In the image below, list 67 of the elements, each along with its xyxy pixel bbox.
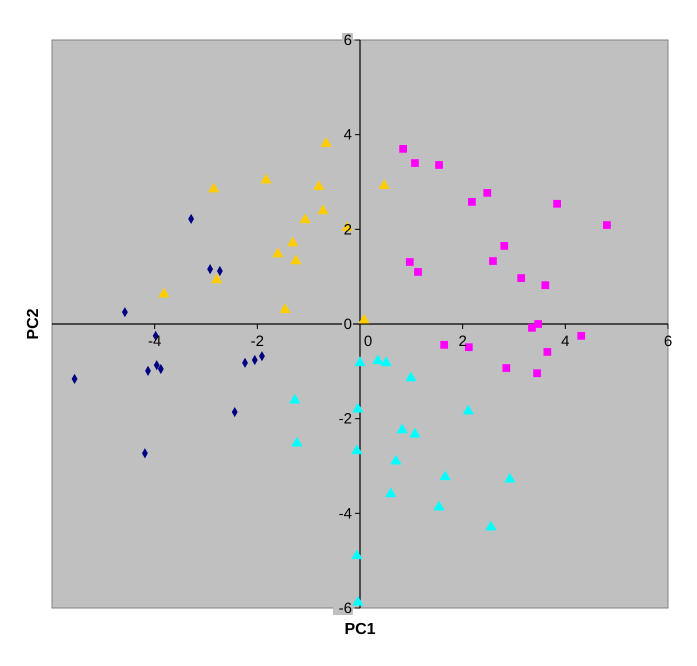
point xyxy=(528,324,536,332)
point xyxy=(279,303,291,314)
point xyxy=(485,520,497,530)
point xyxy=(541,281,550,290)
point xyxy=(290,254,302,264)
point xyxy=(287,236,298,246)
point xyxy=(440,470,451,480)
point xyxy=(396,424,408,434)
y-axis-title: PC2 xyxy=(25,308,42,340)
point xyxy=(320,137,332,147)
y-tick-label: -2 xyxy=(338,410,352,428)
point xyxy=(603,221,611,229)
point xyxy=(553,200,561,208)
point xyxy=(504,472,516,483)
point xyxy=(260,174,272,184)
point xyxy=(483,189,492,197)
y-tick-label: -6 xyxy=(338,600,352,617)
point xyxy=(158,288,170,298)
point xyxy=(411,159,419,167)
x-axis-title: PC1 xyxy=(344,621,376,638)
point xyxy=(462,404,474,414)
point xyxy=(502,364,510,372)
point xyxy=(517,274,526,282)
point xyxy=(433,500,445,510)
point xyxy=(351,444,363,454)
point xyxy=(405,371,416,382)
point xyxy=(313,180,325,190)
x-tick-label: -4 xyxy=(148,333,162,350)
point xyxy=(500,242,508,250)
point xyxy=(211,273,222,284)
point xyxy=(272,247,284,258)
y-tick-label: 6 xyxy=(344,32,352,49)
point xyxy=(399,144,407,153)
point xyxy=(406,258,414,266)
x-tick-label: 4 xyxy=(561,333,570,350)
point xyxy=(414,268,422,276)
point xyxy=(354,356,366,366)
y-tick-label: 4 xyxy=(344,126,352,144)
point xyxy=(440,340,448,349)
point xyxy=(380,356,392,366)
point xyxy=(289,394,300,404)
point xyxy=(489,257,497,265)
point xyxy=(352,402,364,412)
y-tick-label: 0 xyxy=(344,316,352,333)
point xyxy=(378,179,390,190)
point xyxy=(409,428,421,438)
point xyxy=(208,182,220,192)
point xyxy=(317,204,329,214)
point xyxy=(464,343,473,352)
point xyxy=(385,487,396,498)
point xyxy=(351,549,363,560)
point xyxy=(533,369,541,378)
point xyxy=(435,161,443,169)
x-tick-label: -2 xyxy=(250,333,264,350)
point xyxy=(577,332,586,340)
x-tick-label: 2 xyxy=(458,333,467,350)
point xyxy=(299,213,311,224)
x-tick-label: 6 xyxy=(664,333,672,350)
point xyxy=(390,454,402,465)
point xyxy=(468,198,476,206)
x-tick-label: 0 xyxy=(364,333,372,350)
point xyxy=(352,596,364,606)
point xyxy=(372,354,384,364)
y-tick-label: -4 xyxy=(338,505,352,522)
point xyxy=(291,436,302,447)
point xyxy=(358,314,370,324)
point xyxy=(543,348,552,356)
